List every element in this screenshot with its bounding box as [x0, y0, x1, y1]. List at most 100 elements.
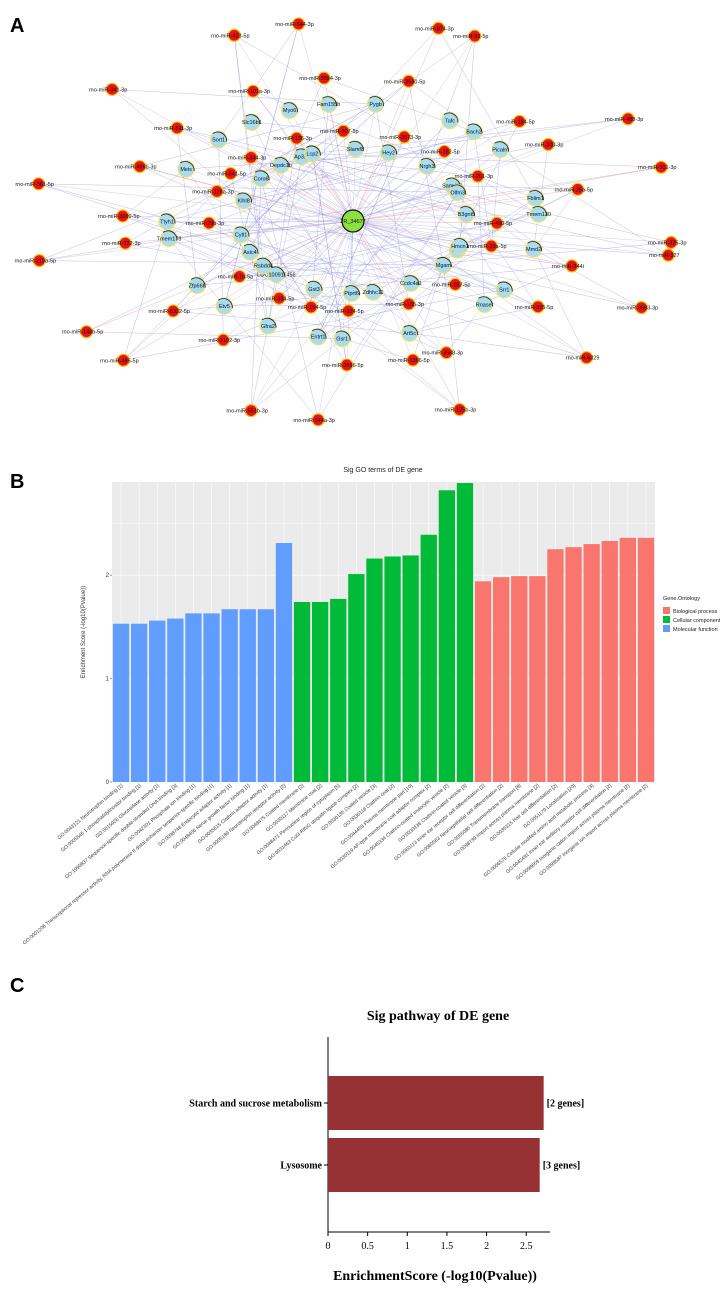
node-label: Picalm — [492, 147, 509, 153]
gene-arc — [234, 226, 250, 237]
go-bar-go-0042491-inner-ear-auditory-receptor-cell-diff — [601, 540, 618, 782]
gene-arc — [420, 158, 436, 169]
network-edge — [168, 238, 319, 420]
network-edge — [251, 121, 344, 132]
mirna-node-rno-mir-423-5p: rno-miR-423-5p — [211, 28, 250, 42]
network-edge — [86, 251, 251, 332]
network-edge — [261, 178, 354, 222]
network-edge — [243, 200, 539, 308]
node-label: Slamf8 — [347, 147, 364, 153]
node-label: rno-miR-327 — [649, 253, 680, 259]
mirna-circle — [634, 301, 649, 315]
network-edge — [280, 164, 354, 222]
go-bar-go-0044459-plasma-membrane-part-10 — [402, 555, 419, 782]
pathway-x-tick-label: 0.5 — [361, 1241, 374, 1252]
gene-node-cytl1: Cytl1 — [232, 225, 250, 244]
gene-arc — [257, 257, 272, 268]
pathway-chart-title: Sig pathway of DE gene — [367, 1009, 509, 1024]
node-label: rno-miR-341-3p — [89, 87, 128, 93]
network-edge — [139, 166, 458, 251]
node-label: rno-miR-344-3p — [228, 155, 267, 161]
network-edge — [263, 220, 354, 266]
network-edge — [122, 215, 251, 253]
gene-node-srr1: Srr1 — [495, 280, 513, 299]
mirna-node-rno-mir-551b-3p: rno-miR-551b-3p — [226, 403, 268, 418]
gene-node-olfm3: Olfm3 — [449, 183, 467, 202]
network-edge — [289, 110, 354, 222]
network-edge — [280, 164, 669, 256]
gene-arc — [404, 275, 420, 286]
go-bar-go-0098659-inorganic-cation-import-across-plasma — [619, 537, 636, 782]
go-legend-label: Biological process — [673, 609, 718, 615]
mirna-circle — [272, 291, 286, 305]
node-label: rno-miR-3594-3p — [299, 76, 341, 82]
mirna-node-rno-mir-125b-3p: rno-miR-125b-3p — [435, 402, 476, 417]
network-edge — [301, 35, 475, 157]
network-graph: rno-miR-327 rno-miR-344i rno-miR-23a-5p rno… — [15, 17, 686, 427]
mirna-node-rno-mir-23a-5p: rno-miR-23a-5p — [468, 239, 507, 253]
network-edge — [317, 136, 405, 337]
network-edge — [409, 332, 587, 358]
mirna-circle — [232, 269, 247, 284]
network-edge — [352, 220, 374, 293]
network-edge — [346, 192, 458, 366]
node-label: Entrt1 — [311, 335, 326, 341]
go-bar-go-0005189-neurotrophin-receptor-activity-2 — [275, 543, 293, 782]
node-label: Asic4 — [243, 250, 256, 256]
node-label: rno-miR-466b-3p — [115, 164, 157, 170]
gene-arc — [245, 114, 261, 125]
go-bar-go-0048406-nerve-growth-factor-binding-1 — [239, 609, 256, 782]
go-bar-go-0030119-ap-type-membrane-coat-adaptor-complex — [420, 534, 437, 782]
node-label: rno-miR-3568-3p — [422, 351, 464, 357]
network-edge — [313, 220, 354, 289]
network-edge — [218, 23, 299, 140]
node-label: rno-miR-3583-3p — [617, 306, 659, 312]
gene-node-tafc: Tafc — [441, 111, 459, 130]
network-edge — [216, 103, 376, 192]
gene-arc — [467, 123, 483, 134]
mirna-circle — [340, 358, 354, 372]
network-edge — [500, 149, 669, 256]
network-edge — [176, 127, 198, 286]
go-bar-go-0031463-cul3-ring-ubiquitin-ligase-complex-2 — [348, 574, 365, 782]
network-edge — [351, 220, 354, 294]
panel-label-a: A — [10, 15, 24, 37]
node-label: rno-miR-92-5p — [453, 34, 488, 40]
network-edge — [533, 248, 587, 358]
mirna-node-rno-mir-182-5p: rno-miR-182-5p — [421, 144, 460, 159]
network-edge — [310, 104, 329, 308]
node-label: Cytl1 — [235, 233, 248, 239]
node-label: rno-miR-3573-3p — [380, 135, 422, 141]
node-label: rno-miR-1b-5p — [218, 274, 253, 280]
go-bar-go-0048471-perinuclear-region-of-cytoplasm-5 — [330, 598, 347, 782]
mirna-node-rno-mir-126a-3p: rno-miR-126a-3p — [192, 184, 234, 199]
go-bar-go-0035315-hair-cell-differentiation-2 — [547, 549, 564, 782]
network-edge — [352, 220, 587, 358]
node-label: Pygb — [369, 102, 382, 108]
mirna-circle — [579, 351, 594, 365]
mirna-node-rno-mir-155-3p: rno-miR-155-3p — [386, 297, 424, 311]
node-label: rno-miR-541-5p — [207, 172, 246, 178]
mirna-circle — [224, 166, 238, 181]
network-edge — [352, 220, 485, 305]
network-nodes: rno-miR-327 rno-miR-344i rno-miR-23a-5p rno… — [15, 17, 686, 427]
network-edge — [352, 213, 467, 222]
gene-arc — [160, 213, 176, 224]
go-y-ticks: 0 1 2 — [106, 573, 112, 786]
node-label: Mgam — [436, 263, 452, 269]
pathway-bars: Starch and sucrose metabolism [2 genes] Ly… — [189, 1076, 584, 1192]
node-label: Etv5 — [219, 304, 230, 310]
mirna-node-rno-mir-154-5p: rno-miR-154-5p — [288, 300, 326, 314]
network-edge — [276, 220, 354, 275]
mirna-circle — [291, 17, 306, 31]
gene-node-fam155b: Fam155b — [317, 95, 340, 113]
mirna-node-rno-mir-25a-5p: rno-miR-25a-5p — [554, 182, 593, 196]
mirna-circle — [170, 121, 184, 135]
node-label: rno-miR-136-3p — [273, 136, 312, 142]
pathway-gene-count-label: [3 genes] — [543, 1161, 581, 1172]
mirna-circle — [571, 182, 585, 196]
node-label: rno-miR-325-5p — [515, 305, 554, 311]
go-bar-go-0098739-import-across-plasma-membrane-2 — [529, 576, 546, 782]
network-edge — [317, 151, 445, 337]
go-bar-go-0015926-glucosidase-activity-1 — [149, 620, 166, 782]
